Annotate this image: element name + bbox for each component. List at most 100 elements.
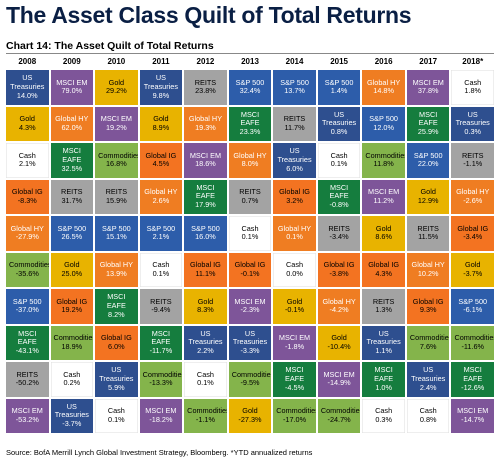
asset-name: Gold	[153, 114, 169, 124]
asset-name: S&P 500	[413, 150, 443, 160]
asset-name: MSCI EM	[234, 296, 266, 306]
asset-name: Global IG	[279, 187, 310, 197]
asset-name: MSCI EAFE	[62, 146, 82, 164]
return-value: -18.2%	[149, 414, 173, 424]
quilt-cell-us-treasuries: US Treasuries 0.3%	[451, 106, 494, 141]
return-value: 31.7%	[61, 195, 83, 205]
quilt-cell-msci-em: MSCI EM 19.2%	[95, 106, 138, 141]
asset-name: MSCI EM	[189, 150, 222, 160]
return-value: -24.7%	[327, 414, 351, 424]
return-value: 0.2%	[63, 378, 81, 388]
quilt-cell-sandp-500: S&P 500 2.1%	[139, 216, 183, 251]
asset-name: S&P 500	[324, 77, 354, 87]
return-value: 25.9%	[417, 127, 439, 137]
quilt-cell-commodities: Commodities 18.9%	[50, 325, 94, 360]
quilt-cell-global-hy: Global HY -2.6%	[451, 179, 494, 214]
quilt-cell-commodities: Commodities 16.8%	[95, 143, 138, 178]
quilt-cell-msci-em: MSCI EM 37.8%	[406, 70, 450, 105]
asset-name: MSCI EM	[145, 406, 177, 416]
quilt-cell-global-hy: Global HY -4.2%	[317, 289, 361, 324]
asset-name: Cash	[63, 369, 81, 379]
asset-name: Global HY	[99, 260, 133, 270]
return-value: -9.5%	[240, 378, 260, 388]
quilt-cell-cash: Cash 0.0%	[273, 252, 316, 287]
return-value: 8.6%	[375, 232, 392, 242]
quilt-cell-gold: Gold -27.3%	[228, 398, 272, 433]
return-value: 19.3%	[195, 122, 216, 132]
quilt-cell-gold: Gold 12.9%	[406, 179, 450, 214]
year-label: 2014	[285, 57, 304, 66]
asset-name: Gold	[286, 296, 303, 306]
return-value: -13.3%	[149, 378, 173, 388]
quilt-cell-global-hy: Global HY 14.8%	[362, 70, 405, 105]
year-label: 2013	[241, 57, 259, 66]
return-value: 19.2%	[106, 122, 127, 132]
asset-name: REITS	[417, 223, 439, 233]
source-note: Source: BofA Merrill Lynch Global Invest…	[6, 448, 313, 457]
asset-name: Commodities	[53, 333, 94, 343]
return-value: 2.2%	[197, 346, 214, 356]
return-value: 1.0%	[375, 382, 392, 392]
asset-name: MSCI EAFE	[17, 328, 37, 347]
return-value: 0.1%	[108, 414, 125, 424]
return-value: 1.8%	[464, 86, 482, 96]
return-value: 1.3%	[375, 305, 392, 315]
asset-name: Commodities	[409, 333, 450, 343]
return-value: 18.9%	[61, 341, 83, 351]
return-value: -27.9%	[15, 232, 39, 242]
quilt-cell-global-ig: Global IG 4.5%	[139, 143, 183, 178]
quilt-cell-global-hy: Global HY 8.0%	[228, 143, 272, 178]
quilt-cell-cash: Cash 0.1%	[184, 362, 227, 397]
return-value: -11.6%	[461, 341, 485, 351]
return-value: 0.3%	[464, 127, 482, 137]
asset-name: Gold	[242, 406, 258, 416]
asset-name: US Treasuries	[99, 365, 134, 383]
quilt-cell-reits: REITS 15.9%	[95, 179, 138, 214]
asset-name: Commodities	[9, 260, 49, 270]
asset-name: REITS	[239, 187, 261, 197]
return-value: -4.2%	[329, 305, 349, 315]
asset-name: US Treasuries	[366, 328, 401, 347]
asset-name: S&P 500	[191, 223, 220, 233]
quilt-cell-us-treasuries: US Treasuries -3.3%	[228, 325, 272, 360]
asset-name: Global HY	[10, 223, 44, 233]
quilt-cell-reits: REITS 11.7%	[273, 106, 316, 141]
quilt-cell-msci-em: MSCI EM -18.2%	[139, 398, 183, 433]
quilt-cell-commodities: Commodities -11.6%	[451, 325, 494, 360]
year-label: 2009	[62, 57, 81, 66]
asset-name: Global IG	[412, 296, 444, 306]
return-value: -1.1%	[195, 414, 215, 424]
return-value: -2.6%	[463, 195, 483, 205]
quilt-cell-commodities: Commodities -9.5%	[228, 362, 272, 397]
asset-name: Commodities	[276, 406, 316, 416]
asset-name: Global IG	[323, 260, 355, 270]
quilt-cell-gold: Gold 8.6%	[362, 216, 405, 251]
return-value: 0.1%	[241, 232, 259, 242]
year-label: 2016	[374, 57, 393, 66]
return-value: 19.2%	[61, 305, 83, 315]
return-value: 0.1%	[197, 378, 214, 388]
return-value: 3.2%	[286, 195, 303, 205]
quilt-cell-reits: REITS -50.2%	[6, 362, 49, 397]
asset-name: REITS	[16, 369, 39, 379]
quilt-cell-commodities: Commodities 7.6%	[406, 325, 450, 360]
asset-name: Global HY	[55, 114, 89, 124]
chart-subtitle: Chart 14: The Asset Quilt of Total Retur…	[6, 40, 214, 52]
asset-name: Cash	[375, 406, 393, 416]
return-value: -3.4%	[329, 232, 349, 242]
quilt-cell-gold: Gold 8.9%	[139, 106, 183, 141]
asset-name: Global HY	[144, 187, 178, 197]
quilt-cell-global-hy: Global HY 2.6%	[139, 179, 183, 214]
quilt-cell-cash: Cash 0.1%	[139, 252, 183, 287]
header-rule	[6, 53, 494, 54]
year-label: 2018*	[462, 57, 484, 66]
return-value: -4.5%	[285, 382, 305, 392]
return-value: 6.0%	[286, 163, 303, 173]
quilt-cell-global-ig: Global IG 9.3%	[406, 289, 450, 324]
quilt-cell-global-ig: Global IG -0.1%	[228, 252, 272, 287]
return-value: 9.8%	[152, 90, 170, 100]
return-value: -17.0%	[282, 414, 307, 424]
quilt-cell-commodities: Commodities -35.6%	[6, 252, 49, 287]
asset-name: MSCI EAFE	[418, 109, 438, 128]
asset-name: REITS	[150, 296, 172, 306]
